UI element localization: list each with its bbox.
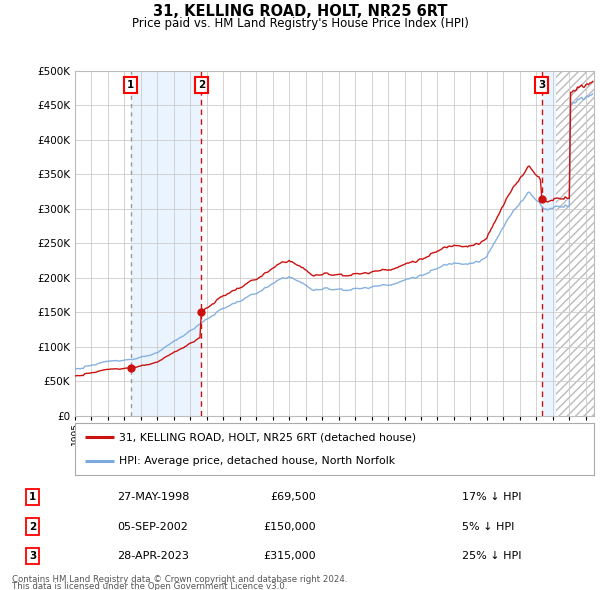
Text: Contains HM Land Registry data © Crown copyright and database right 2024.: Contains HM Land Registry data © Crown c… xyxy=(12,575,347,584)
Text: £69,500: £69,500 xyxy=(271,492,316,502)
Text: 27-MAY-1998: 27-MAY-1998 xyxy=(118,492,190,502)
Bar xyxy=(542,71,556,416)
Text: £150,000: £150,000 xyxy=(263,522,316,532)
Text: 3: 3 xyxy=(538,80,545,90)
Text: 31, KELLING ROAD, HOLT, NR25 6RT (detached house): 31, KELLING ROAD, HOLT, NR25 6RT (detach… xyxy=(119,432,416,442)
Text: 28-APR-2023: 28-APR-2023 xyxy=(118,551,189,561)
Text: 31, KELLING ROAD, HOLT, NR25 6RT: 31, KELLING ROAD, HOLT, NR25 6RT xyxy=(153,4,447,19)
Text: 3: 3 xyxy=(29,551,36,561)
Text: HPI: Average price, detached house, North Norfolk: HPI: Average price, detached house, Nort… xyxy=(119,456,395,466)
Text: £315,000: £315,000 xyxy=(263,551,316,561)
Text: 2: 2 xyxy=(29,522,36,532)
Text: This data is licensed under the Open Government Licence v3.0.: This data is licensed under the Open Gov… xyxy=(12,582,287,590)
Text: Price paid vs. HM Land Registry's House Price Index (HPI): Price paid vs. HM Land Registry's House … xyxy=(131,17,469,30)
Text: 2: 2 xyxy=(198,80,205,90)
Text: 25% ↓ HPI: 25% ↓ HPI xyxy=(463,551,522,561)
Text: 05-SEP-2002: 05-SEP-2002 xyxy=(118,522,188,532)
Text: 1: 1 xyxy=(29,492,36,502)
Text: 17% ↓ HPI: 17% ↓ HPI xyxy=(463,492,522,502)
Bar xyxy=(131,71,202,416)
Text: 1: 1 xyxy=(127,80,134,90)
Bar xyxy=(556,71,594,416)
Text: 5% ↓ HPI: 5% ↓ HPI xyxy=(463,522,515,532)
